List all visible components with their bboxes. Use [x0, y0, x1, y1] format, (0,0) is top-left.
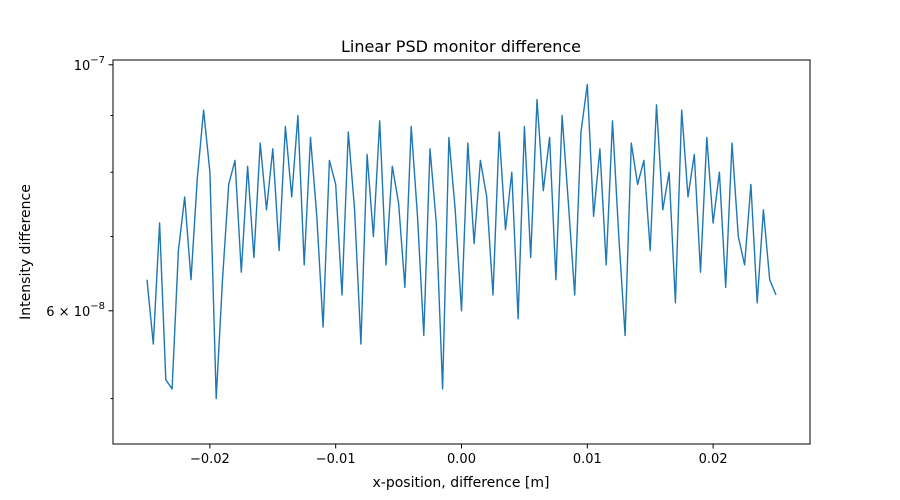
y-axis-label: Intensity difference — [18, 184, 34, 320]
y-tick-label: 6 × 10−8 — [46, 301, 105, 320]
x-tick-label: 0.02 — [699, 452, 728, 467]
ticks-layer: −0.02 −0.01 0.00 0.01 0.02 10−7 6 × 10−8 — [46, 55, 727, 467]
plot-frame — [112, 59, 811, 445]
series-line — [146, 83, 777, 400]
x-tick-label: 0.01 — [573, 452, 602, 467]
x-tick-label: 0.00 — [447, 452, 476, 467]
chart-title: Linear PSD monitor difference — [341, 37, 581, 56]
x-tick-label: −0.01 — [316, 452, 356, 467]
y-tick-label: 10−7 — [74, 55, 105, 74]
x-tick-label: −0.02 — [190, 452, 230, 467]
x-axis-label: x-position, difference [m] — [373, 475, 550, 491]
